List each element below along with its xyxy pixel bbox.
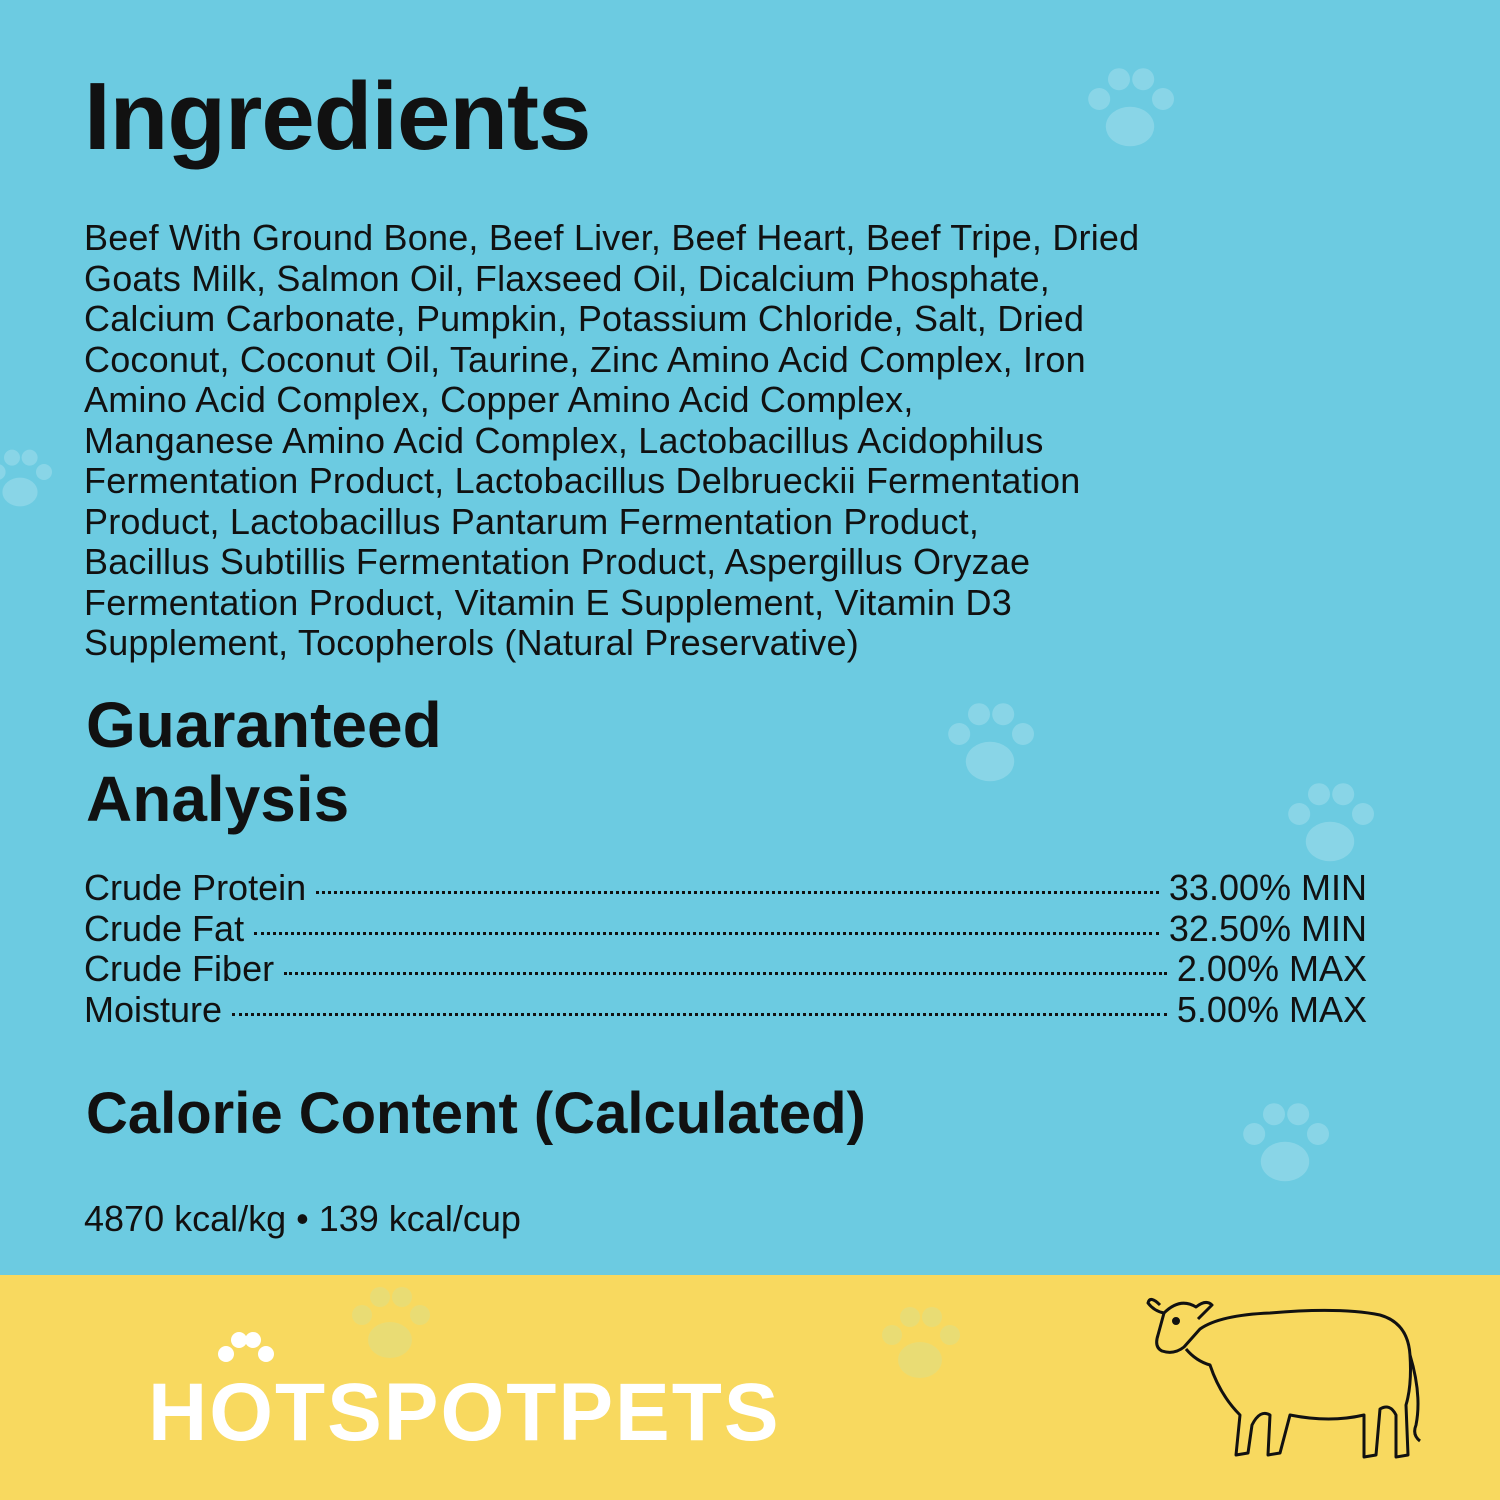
cow-icon bbox=[1146, 1298, 1421, 1459]
analysis-row: Crude Fat 32.50% MIN bbox=[84, 907, 1367, 950]
guaranteed-analysis-heading: Guaranteed Analysis bbox=[86, 688, 442, 836]
heading-line: Guaranteed bbox=[86, 689, 442, 761]
ingredients-list: Beef With Ground Bone, Beef Liver, Beef … bbox=[84, 217, 1140, 664]
ingredients-line: Manganese Amino Acid Complex, Lactobacil… bbox=[84, 419, 1044, 461]
analysis-value: 5.00% MAX bbox=[1176, 988, 1367, 1030]
analysis-label: Moisture bbox=[84, 988, 223, 1030]
ingredients-line: Amino Acid Complex, Copper Amino Acid Co… bbox=[84, 379, 914, 420]
paw-print-icon bbox=[1288, 783, 1374, 862]
analysis-label: Crude Protein bbox=[84, 867, 307, 908]
analysis-value: 33.00% MIN bbox=[1168, 867, 1367, 908]
dotted-leader bbox=[316, 891, 1159, 894]
footer-band bbox=[0, 1275, 1500, 1500]
paw-print-icon bbox=[1243, 1103, 1329, 1182]
dotted-leader bbox=[284, 972, 1167, 975]
ingredients-line: Supplement, Tocopherols (Natural Preserv… bbox=[84, 622, 859, 663]
analysis-label: Crude Fiber bbox=[84, 948, 275, 989]
ingredients-line: Fermentation Product, Vitamin E Suppleme… bbox=[84, 581, 1012, 623]
analysis-value: 2.00% MAX bbox=[1176, 948, 1367, 989]
dotted-leader bbox=[254, 931, 1159, 935]
calorie-value: 4870 kcal/kg • 139 kcal/cup bbox=[84, 1198, 521, 1239]
brand-logo: HOTSPOTPETS bbox=[148, 1332, 781, 1460]
paw-print-icon bbox=[0, 449, 52, 507]
ingredients-line: Calcium Carbonate, Pumpkin, Potassium Ch… bbox=[84, 298, 1085, 339]
dotted-leader bbox=[232, 1012, 1167, 1016]
paw-print-icon bbox=[948, 703, 1034, 782]
analysis-row: Moisture 5.00% MAX bbox=[84, 988, 1367, 1031]
calorie-content-heading: Calorie Content (Calculated) bbox=[86, 1081, 866, 1146]
ingredients-line: Bacillus Subtillis Fermentation Product,… bbox=[84, 541, 1031, 582]
analysis-row: Crude Fiber 2.00% MAX bbox=[84, 948, 1367, 990]
ingredients-line: Fermentation Product, Lactobacillus Delb… bbox=[84, 460, 1081, 501]
analysis-value: 32.50% MIN bbox=[1168, 907, 1367, 949]
logo-text: HOTSPOTPETS bbox=[148, 1367, 781, 1458]
ingredients-line: Goats Milk, Salmon Oil, Flaxseed Oil, Di… bbox=[84, 257, 1050, 299]
analysis-table: Crude Protein 33.00% MIN Crude Fat 32.50% … bbox=[84, 867, 1367, 1031]
ingredients-heading: Ingredients bbox=[84, 63, 591, 170]
heading-line: Analysis bbox=[86, 763, 350, 835]
paw-print-icon bbox=[352, 1287, 430, 1358]
ingredients-line: Product, Lactobacillus Pantarum Fermenta… bbox=[84, 500, 980, 542]
analysis-label: Crude Fat bbox=[84, 907, 245, 949]
ingredients-line: Beef With Ground Bone, Beef Liver, Beef … bbox=[84, 217, 1140, 258]
analysis-row: Crude Protein 33.00% MIN bbox=[84, 867, 1367, 909]
paw-logo-icon bbox=[218, 1332, 274, 1362]
paw-print-icon bbox=[882, 1307, 960, 1378]
paw-print-icon bbox=[1088, 68, 1174, 147]
ingredients-line: Coconut, Coconut Oil, Taurine, Zinc Amin… bbox=[84, 338, 1086, 380]
